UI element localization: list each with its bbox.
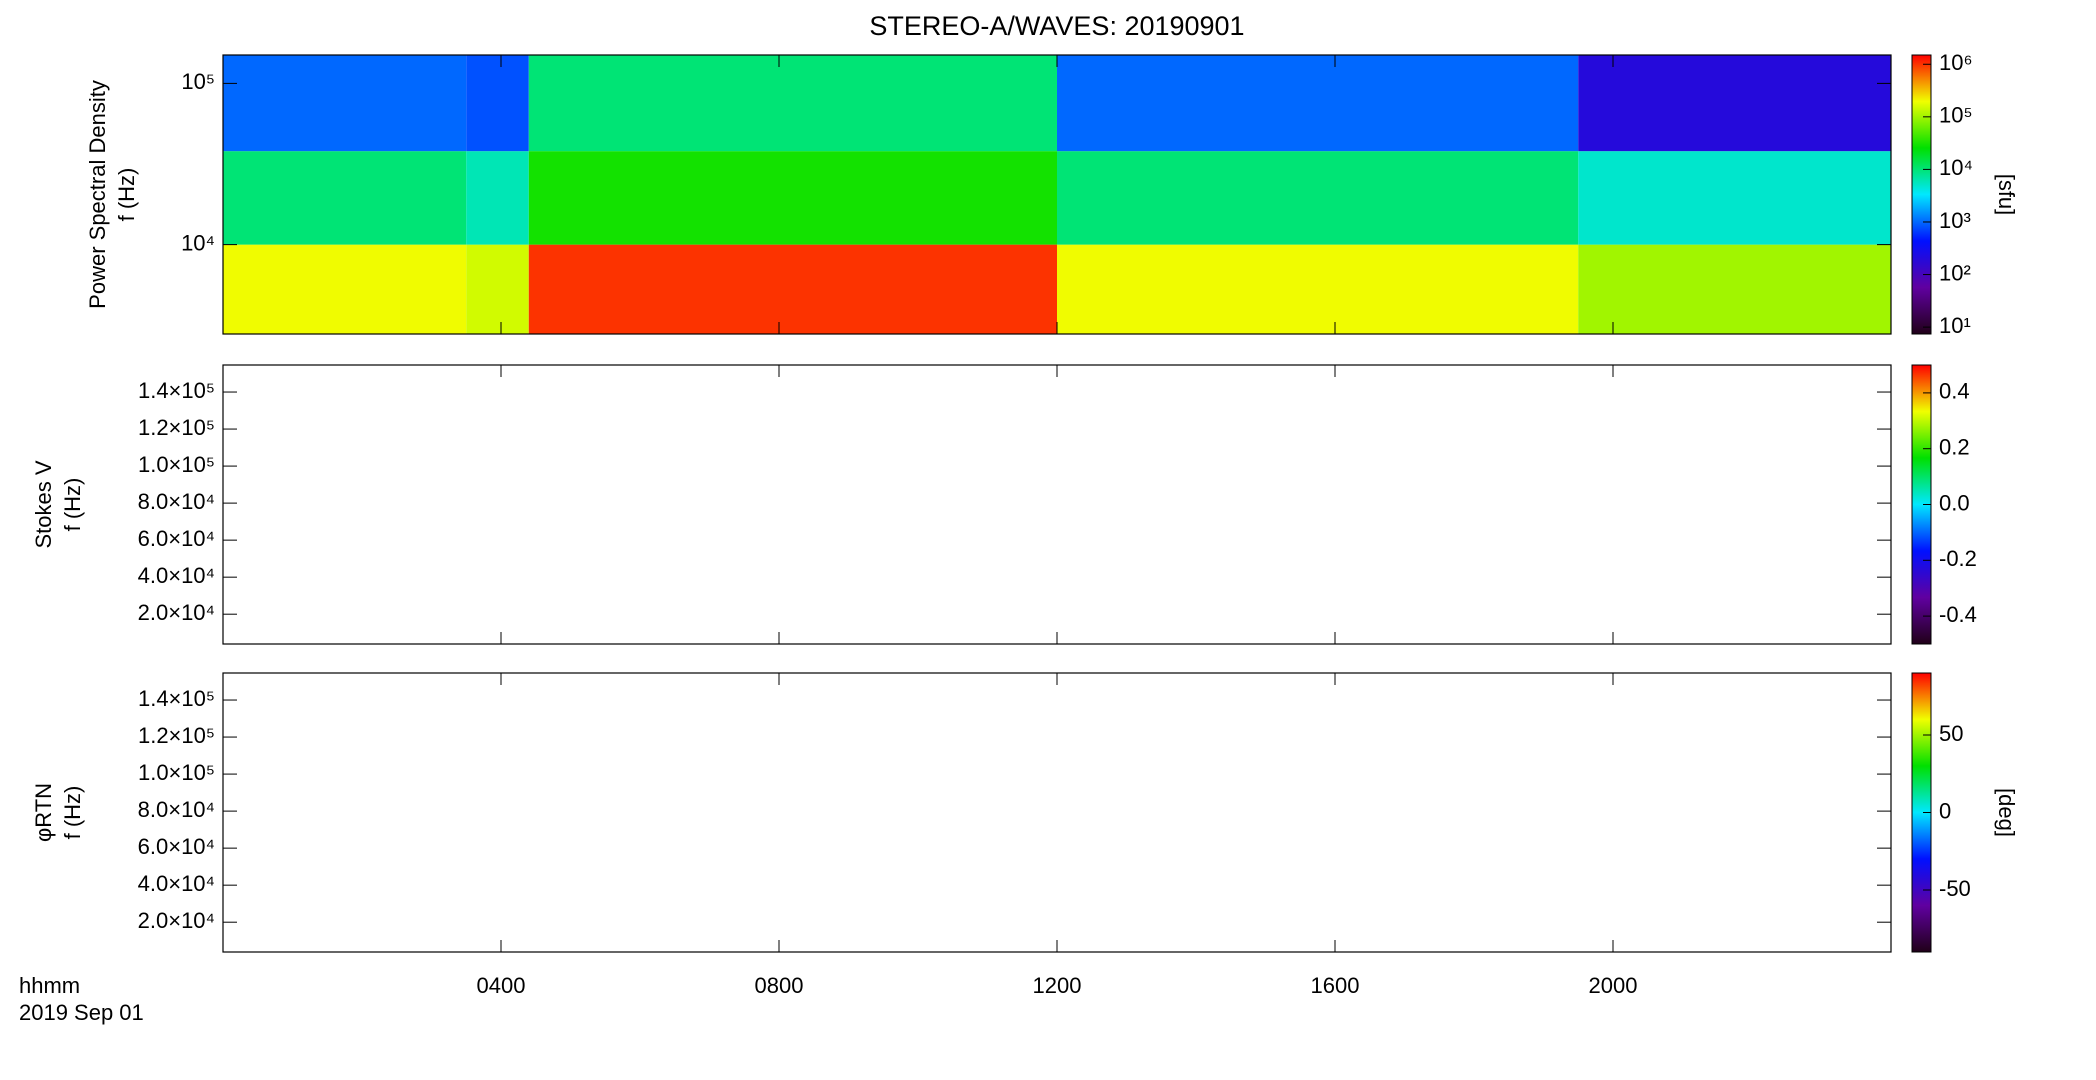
- heatmap-cell: [528, 55, 1057, 152]
- y-tick-label: 1.4×10⁵: [138, 686, 215, 711]
- y-tick-label: 1.0×10⁵: [138, 452, 215, 477]
- y-tick-label: 10⁵: [181, 69, 215, 94]
- plot-frame: [222, 672, 1892, 953]
- x-tick-label: 2000: [1589, 973, 1638, 998]
- y-tick-label: 6.0×10⁴: [138, 834, 215, 859]
- heatmap-cell: [466, 55, 529, 152]
- x-tick-label: 0800: [755, 973, 804, 998]
- heatmap-cell: [1578, 55, 1891, 152]
- y-axis-title: Stokes V: [31, 460, 56, 548]
- heatmap-cell: [1057, 55, 1579, 152]
- y-tick-label: 2.0×10⁴: [138, 908, 215, 933]
- heatmap-cell: [466, 244, 529, 334]
- y-axis-title: f (Hz): [60, 786, 85, 840]
- y-tick-label: 1.2×10⁵: [138, 723, 215, 748]
- heatmap-cell: [1578, 244, 1891, 334]
- colorbar: [1911, 54, 1932, 335]
- heatmap-cell: [1057, 244, 1579, 334]
- colorbar-tick-label: 10³: [1939, 208, 1971, 233]
- y-tick-label: 6.0×10⁴: [138, 526, 215, 551]
- y-tick-label: 4.0×10⁴: [138, 563, 215, 588]
- colorbar-tick-label: 0.0: [1939, 490, 1970, 515]
- x-tick-label: 0400: [477, 973, 526, 998]
- heatmap-cell: [223, 151, 467, 245]
- colorbar-tick-label: 10⁴: [1939, 155, 1973, 180]
- y-axis-title: Power Spectral Density: [85, 80, 110, 309]
- heatmap-cell: [528, 151, 1057, 245]
- y-tick-label: 1.2×10⁵: [138, 415, 215, 440]
- y-tick-label: 8.0×10⁴: [138, 489, 215, 514]
- colorbar-tick-label: -50: [1939, 876, 1971, 901]
- colorbar-label: [deg]: [1994, 788, 2019, 837]
- colorbar-tick-label: -0.2: [1939, 546, 1977, 571]
- y-tick-label: 1.4×10⁵: [138, 378, 215, 403]
- colorbar-label: [sfu]: [1994, 174, 2019, 216]
- colorbar-tick-label: 0.2: [1939, 435, 1970, 460]
- heatmap-cell: [466, 151, 529, 245]
- heatmap-cell: [223, 55, 467, 152]
- y-axis-title: f (Hz): [114, 168, 139, 222]
- heatmap-cell: [528, 244, 1057, 334]
- x-axis-date: 2019 Sep 01: [19, 1000, 144, 1025]
- colorbar-tick-label: -0.4: [1939, 602, 1977, 627]
- colorbar-tick-label: 10⁶: [1939, 50, 1973, 75]
- colorbar-tick-label: 10⁵: [1939, 103, 1973, 128]
- y-tick-label: 10⁴: [181, 230, 215, 255]
- y-axis-title: f (Hz): [60, 478, 85, 532]
- colorbar-tick-label: 0: [1939, 798, 1951, 823]
- y-axis-title: φRTN: [31, 783, 56, 842]
- y-tick-label: 8.0×10⁴: [138, 797, 215, 822]
- chart-title: STEREO-A/WAVES: 20190901: [869, 11, 1244, 41]
- y-tick-label: 1.0×10⁵: [138, 760, 215, 785]
- colorbar-tick-label: 50: [1939, 721, 1963, 746]
- plot-frame: [222, 364, 1892, 645]
- colorbar-tick-label: 10¹: [1939, 313, 1971, 338]
- y-tick-label: 2.0×10⁴: [138, 600, 215, 625]
- x-tick-label: 1200: [1033, 973, 1082, 998]
- y-tick-label: 4.0×10⁴: [138, 871, 215, 896]
- x-axis-label: hhmm: [19, 973, 80, 998]
- colorbar-tick-label: 10²: [1939, 260, 1971, 285]
- colorbar-tick-label: 0.4: [1939, 379, 1970, 404]
- heatmap-cell: [223, 244, 467, 334]
- heatmap-cell: [1578, 151, 1891, 245]
- heatmap-cell: [1057, 151, 1579, 245]
- x-tick-label: 1600: [1311, 973, 1360, 998]
